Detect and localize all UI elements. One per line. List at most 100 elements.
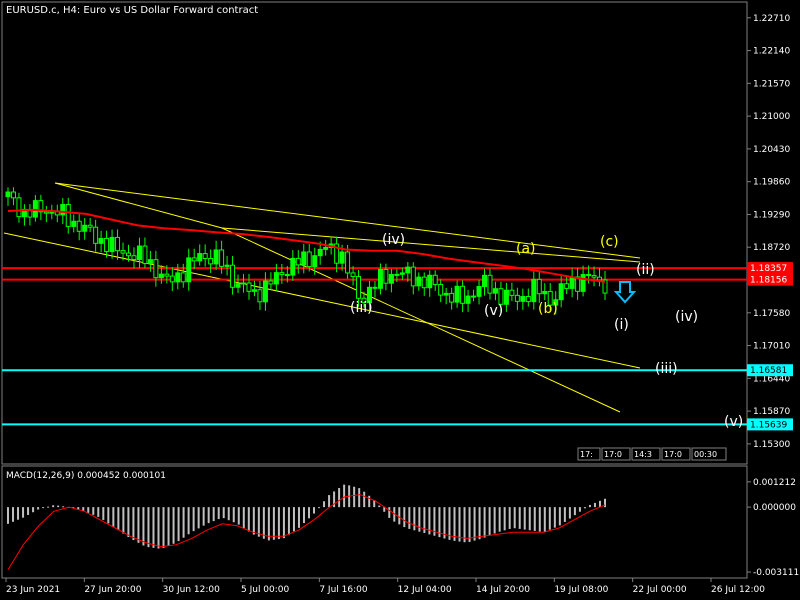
wave-label: (iii) bbox=[655, 361, 678, 377]
trend-line[interactable] bbox=[54, 182, 223, 229]
candle-body bbox=[295, 257, 301, 266]
macd-histogram-bar bbox=[323, 501, 326, 508]
macd-histogram-bar bbox=[358, 488, 361, 508]
time-tick-label: 22 Jul 00:00 bbox=[633, 585, 687, 595]
time-tick-label: 27 Jun 20:00 bbox=[84, 585, 141, 595]
macd-histogram-bar bbox=[423, 507, 426, 534]
candle-body bbox=[410, 266, 416, 287]
macd-histogram-bar bbox=[388, 507, 391, 518]
candle-body bbox=[366, 286, 372, 304]
price-axis: 1.22710 1.22140 1.21570 1.21000 1.20430 1.198… bbox=[747, 14, 790, 450]
candle-body bbox=[180, 272, 186, 283]
ma-line bbox=[7, 208, 606, 283]
macd-histogram-bar bbox=[598, 500, 601, 508]
candle-body bbox=[109, 236, 115, 253]
macd-histogram-bar bbox=[418, 507, 421, 532]
macd-histogram-bar bbox=[242, 507, 245, 529]
macd-histogram-bar bbox=[518, 507, 521, 529]
time-tick-label: 19 Jul 08:00 bbox=[554, 585, 608, 595]
time-mark-label: 14:3 bbox=[634, 450, 652, 459]
macd-histogram-bar bbox=[247, 507, 250, 532]
trend-line[interactable] bbox=[221, 227, 621, 413]
macd-histogram-bar bbox=[102, 507, 105, 520]
macd-histogram-bar bbox=[172, 507, 175, 544]
price-tick-label: 1.17580 bbox=[753, 309, 790, 319]
macd-histogram-bar bbox=[182, 507, 185, 538]
macd-histogram-bar bbox=[257, 507, 260, 537]
macd-histogram-bar bbox=[548, 507, 551, 530]
macd-histogram-bar bbox=[227, 507, 230, 521]
time-mark-label: 17:0 bbox=[604, 450, 622, 459]
macd-histogram-bar bbox=[443, 507, 446, 539]
wave-label-abc: (a) bbox=[516, 241, 536, 257]
time-mark-box bbox=[601, 447, 631, 461]
macd-histogram-bar bbox=[313, 507, 316, 514]
wave-label: (i) bbox=[614, 317, 629, 333]
candle-body bbox=[76, 220, 82, 232]
macd-histogram-bar bbox=[533, 507, 536, 531]
time-mark-box bbox=[631, 447, 661, 461]
macd-panel-frame bbox=[1, 465, 748, 579]
macd-histogram-bar bbox=[7, 507, 9, 524]
macd-histogram-bar bbox=[217, 507, 220, 520]
macd-histogram-bar bbox=[483, 507, 486, 538]
candle-body bbox=[383, 268, 389, 284]
macd-histogram-bar bbox=[488, 507, 491, 536]
macd-histogram-bar bbox=[132, 507, 135, 541]
time-mark-box bbox=[577, 447, 601, 461]
time-mark-box bbox=[661, 447, 691, 461]
macd-histogram-bar bbox=[558, 507, 561, 526]
macd-histogram-bar bbox=[62, 506, 65, 508]
candle-body bbox=[345, 251, 351, 274]
macd-histogram-bar bbox=[277, 507, 280, 540]
macd-histogram-bar bbox=[72, 507, 75, 509]
candle-body bbox=[509, 289, 515, 296]
candle-body bbox=[514, 294, 520, 302]
time-mark-box bbox=[691, 447, 727, 461]
macd-histogram-bar bbox=[583, 507, 586, 509]
trend-lines[interactable] bbox=[3, 182, 641, 413]
candle-body bbox=[120, 250, 126, 254]
macd-histogram-bar bbox=[192, 507, 195, 532]
macd-histogram-bar bbox=[302, 507, 305, 524]
candle-body bbox=[98, 237, 104, 244]
trend-line[interactable] bbox=[54, 182, 641, 259]
macd-tick-label: 0.001212 bbox=[753, 478, 796, 488]
time-tick-label: 7 Jul 16:00 bbox=[319, 585, 368, 595]
time-tick-label: 14 Jul 20:00 bbox=[476, 585, 530, 595]
candle-body bbox=[175, 272, 181, 283]
macd-histogram-bar bbox=[393, 507, 396, 522]
macd-histogram-bar bbox=[17, 507, 20, 520]
price-lines[interactable]: 1.18357 1.18156 1.16581 1.15639 bbox=[2, 262, 793, 431]
macd-histogram-bar bbox=[338, 488, 341, 508]
trend-line[interactable] bbox=[221, 227, 641, 263]
macd-histogram-bar bbox=[463, 507, 466, 543]
candle-body bbox=[525, 296, 531, 303]
candle-body bbox=[262, 280, 268, 303]
macd-histogram-bar bbox=[433, 507, 436, 536]
macd-histogram-bar bbox=[142, 507, 145, 546]
candle-body bbox=[542, 290, 548, 295]
candle-body bbox=[158, 273, 164, 279]
candle-body bbox=[339, 251, 345, 264]
candle-body bbox=[460, 285, 466, 304]
macd-histogram-bar bbox=[177, 507, 180, 542]
candle-body bbox=[361, 297, 367, 304]
candle-body bbox=[356, 276, 362, 299]
price-tick-label: 1.21000 bbox=[753, 112, 790, 122]
macd-histogram-bar bbox=[207, 507, 210, 524]
time-tick-label: 12 Jul 04:00 bbox=[398, 585, 452, 595]
candle-body bbox=[443, 292, 449, 296]
candle-body bbox=[438, 283, 444, 296]
macd-histogram-bar bbox=[262, 507, 265, 539]
macd-histogram-bar bbox=[453, 507, 456, 541]
candle-body bbox=[591, 274, 597, 278]
candle-body bbox=[399, 272, 405, 275]
candle-body bbox=[580, 274, 586, 292]
price-tick-label: 1.18720 bbox=[753, 243, 790, 253]
price-tick-label: 1.22140 bbox=[753, 47, 790, 57]
macd-histogram-bar bbox=[493, 507, 496, 534]
macd-histogram-bar bbox=[513, 507, 516, 529]
trend-line[interactable] bbox=[3, 232, 641, 369]
